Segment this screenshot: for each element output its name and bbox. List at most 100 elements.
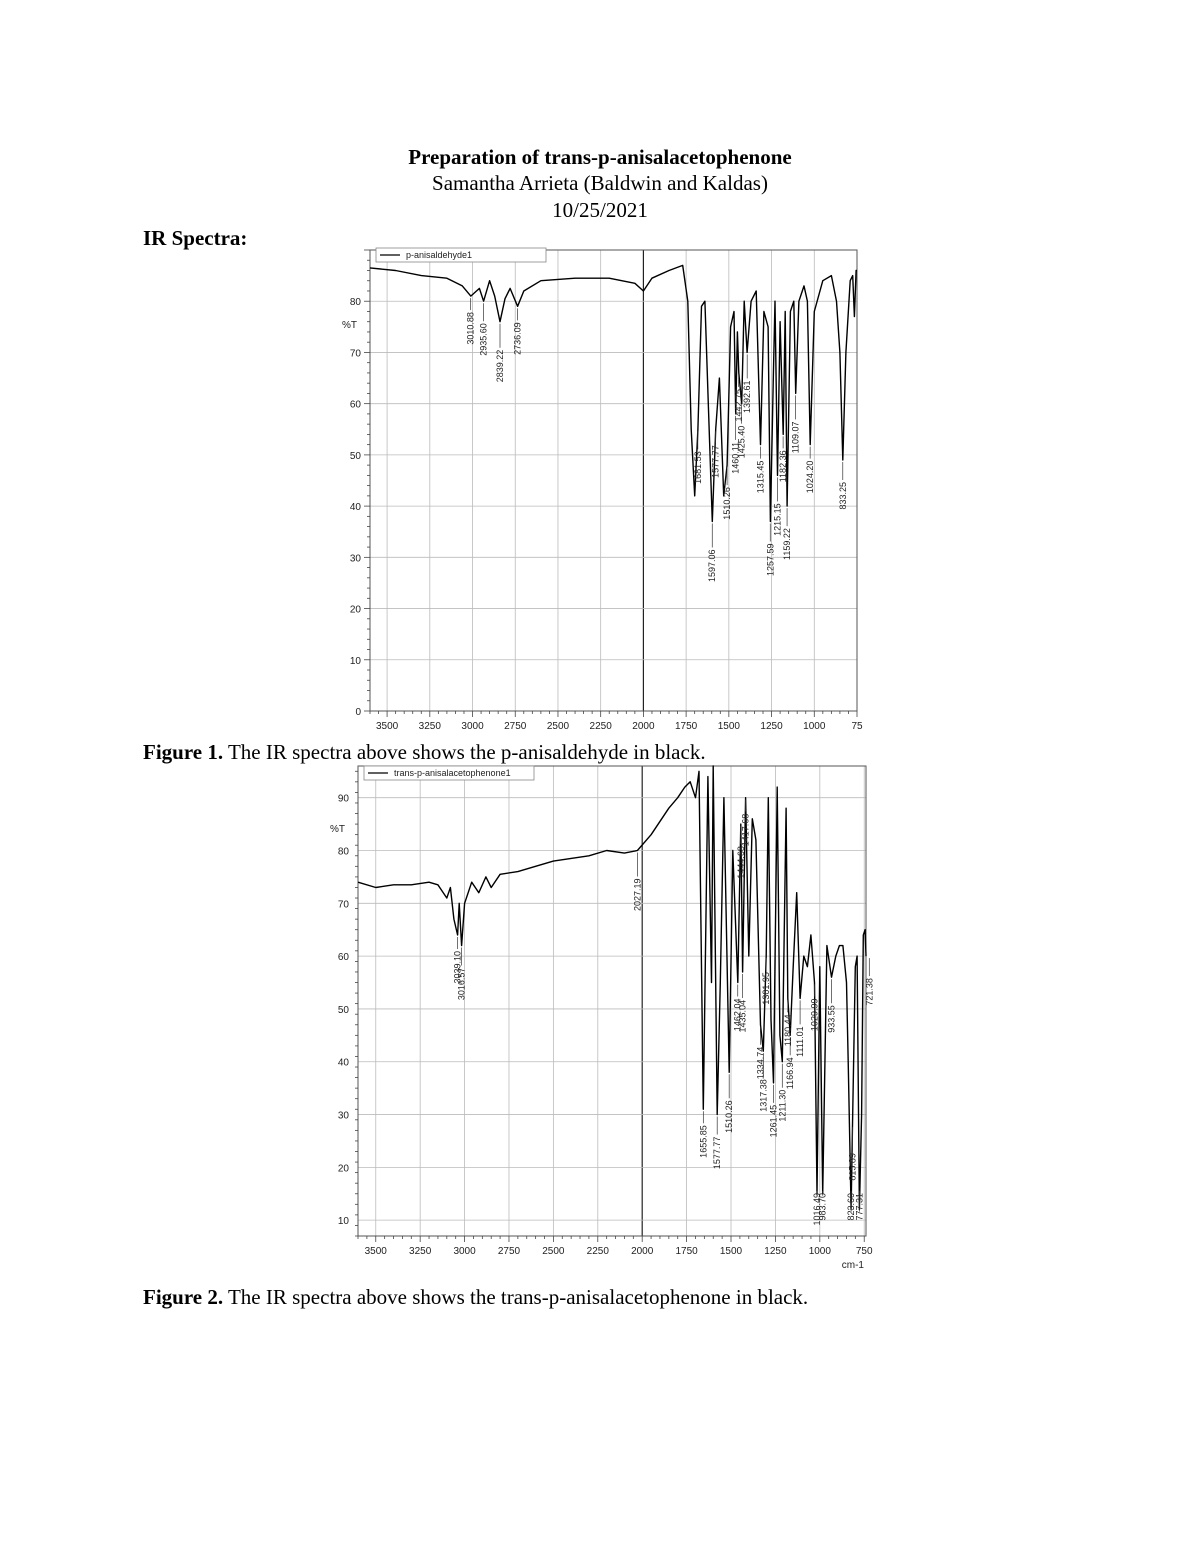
- y-tick-label: 40: [350, 502, 362, 513]
- x-tick-label: 1000: [803, 721, 826, 732]
- x-tick-label: 3250: [409, 1246, 432, 1257]
- x-tick-label: 2750: [504, 721, 527, 732]
- peak-label: 3010.88: [466, 312, 476, 345]
- x-tick-label: 3000: [461, 721, 484, 732]
- document-author: Samantha Arrieta (Baldwin and Kaldas): [432, 171, 768, 195]
- peak-label: 1510.26: [722, 487, 732, 520]
- document-date: 10/25/2021: [552, 198, 648, 222]
- peak-label: 1257.59: [765, 543, 775, 576]
- peak-label: 1462.04: [733, 999, 743, 1032]
- peak-label: 721.38: [864, 978, 874, 1006]
- peak-label: 1597.06: [707, 549, 717, 582]
- peak-label: 833.25: [838, 482, 848, 510]
- plot-frame: [369, 249, 858, 712]
- x-tick-label: 3500: [365, 1246, 388, 1257]
- peak-label: 1442.75: [734, 389, 744, 422]
- peak-label: 3016.57: [457, 968, 467, 1001]
- peak-label: 1016.49: [812, 1193, 822, 1226]
- x-tick-label: 3000: [453, 1246, 476, 1257]
- peak-label: 1317.38: [758, 1079, 768, 1112]
- peak-label: 1024.20: [805, 461, 815, 494]
- x-tick-label: 75: [851, 721, 863, 732]
- peak-label: 1655.85: [698, 1125, 708, 1158]
- x-tick-label: 3500: [376, 721, 399, 732]
- peak-label: 1435.04: [738, 1000, 748, 1033]
- y-tick-label: 90: [338, 794, 350, 805]
- peak-label: 2935.60: [479, 323, 489, 356]
- peak-label: 1261.45: [768, 1105, 778, 1138]
- peak-label: 1182.36: [778, 450, 788, 482]
- peak-label: 1460.11: [731, 442, 741, 474]
- peak-label: 1417.68: [741, 814, 751, 847]
- y-tick-label: 60: [338, 952, 350, 963]
- x-axis-label: cm-1: [842, 1260, 865, 1271]
- x-tick-label: 2000: [632, 721, 655, 732]
- y-tick-label: 30: [338, 1111, 350, 1122]
- peak-label: 3039.10: [453, 951, 463, 984]
- peak-label: 1315.45: [755, 461, 765, 494]
- peak-label: 1159.22: [782, 528, 792, 560]
- x-tick-label: 2750: [498, 1246, 521, 1257]
- x-tick-label: 3250: [419, 721, 442, 732]
- peak-label: 2736.09: [513, 322, 523, 355]
- y-tick-label: 50: [338, 1005, 350, 1016]
- figure-1-text: The IR spectra above shows the p-anisald…: [223, 740, 706, 764]
- y-tick-label: 60: [350, 400, 362, 411]
- figure-1-caption: Figure 1. The IR spectra above shows the…: [143, 740, 706, 765]
- ir-spectrum-chart-2: 3500 3250 3000 2750 2500 2250 2000 1750 1500 1250…: [330, 765, 874, 1271]
- x-tick-label: 2250: [590, 721, 613, 732]
- y-tick-label: 70: [338, 899, 350, 910]
- legend-box: [375, 247, 547, 263]
- peak-label: 1444.68: [736, 846, 746, 879]
- peak-label: 823.60: [846, 1193, 856, 1221]
- legend-box: [363, 765, 535, 781]
- peak-label: 1425.40: [737, 426, 747, 459]
- peak-label: 1301.95: [761, 972, 771, 1005]
- y-tick-label: 30: [350, 553, 362, 564]
- peak-label: 1392.61: [742, 380, 752, 413]
- peak-label: 777.31: [854, 1193, 864, 1221]
- peak-label: 1510.26: [724, 1100, 734, 1133]
- peak-label: 815.89: [848, 1153, 858, 1181]
- peak-label: 1180.44: [783, 1014, 793, 1046]
- legend-label: trans-p-anisalacetophenone1: [394, 768, 511, 778]
- peak-label: 1111.01: [795, 1026, 805, 1057]
- y-tick-label: 10: [338, 1216, 350, 1227]
- spectrum-line: [357, 765, 867, 1211]
- y-tick-label: 80: [350, 297, 362, 308]
- document-title: Preparation of trans-p-anisalacetophenon…: [408, 145, 792, 169]
- peak-label: 2839.22: [495, 350, 505, 383]
- x-tick-label: 750: [856, 1246, 873, 1257]
- ir-spectrum-chart-1: 3500 3250 3000 2750 2500 2250 2000 1750 1500 1250…: [342, 247, 863, 732]
- y-tick-label: 10: [350, 656, 362, 667]
- figure-2-text: The IR spectra above shows the trans-p-a…: [223, 1285, 809, 1309]
- peak-label: 1029.99: [809, 999, 819, 1032]
- x-tick-label: 1250: [760, 721, 783, 732]
- peak-label: 1166.94: [785, 1057, 795, 1089]
- y-axis-label: %T: [342, 320, 357, 331]
- peak-label: 1577.77: [711, 445, 721, 478]
- x-tick-label: 1250: [764, 1246, 787, 1257]
- x-tick-label: 1500: [718, 721, 741, 732]
- x-tick-label: 1750: [675, 1246, 698, 1257]
- y-tick-label: 0: [355, 707, 361, 718]
- x-tick-label: 1000: [809, 1246, 832, 1257]
- section-heading: IR Spectra:: [143, 226, 248, 250]
- y-tick-label: 20: [350, 605, 362, 616]
- y-tick-label: 40: [338, 1058, 350, 1069]
- peak-label: 1334.74: [755, 1047, 765, 1080]
- y-tick-label: 50: [350, 451, 362, 462]
- plot-frame: [357, 765, 867, 1237]
- peak-label: 1577.77: [712, 1137, 722, 1170]
- figure-2-caption: Figure 2. The IR spectra above shows the…: [143, 1285, 808, 1310]
- y-tick-label: 80: [338, 846, 350, 857]
- peak-label: 1215.15: [773, 503, 783, 536]
- x-tick-label: 2000: [631, 1246, 654, 1257]
- peak-label: 1681.53: [693, 451, 703, 484]
- x-tick-label: 2500: [547, 721, 570, 732]
- peak-label: 1109.07: [791, 421, 801, 453]
- y-tick-label: 20: [338, 1163, 350, 1174]
- y-tick-label: 70: [350, 348, 362, 359]
- peak-label: 2027.19: [632, 878, 642, 911]
